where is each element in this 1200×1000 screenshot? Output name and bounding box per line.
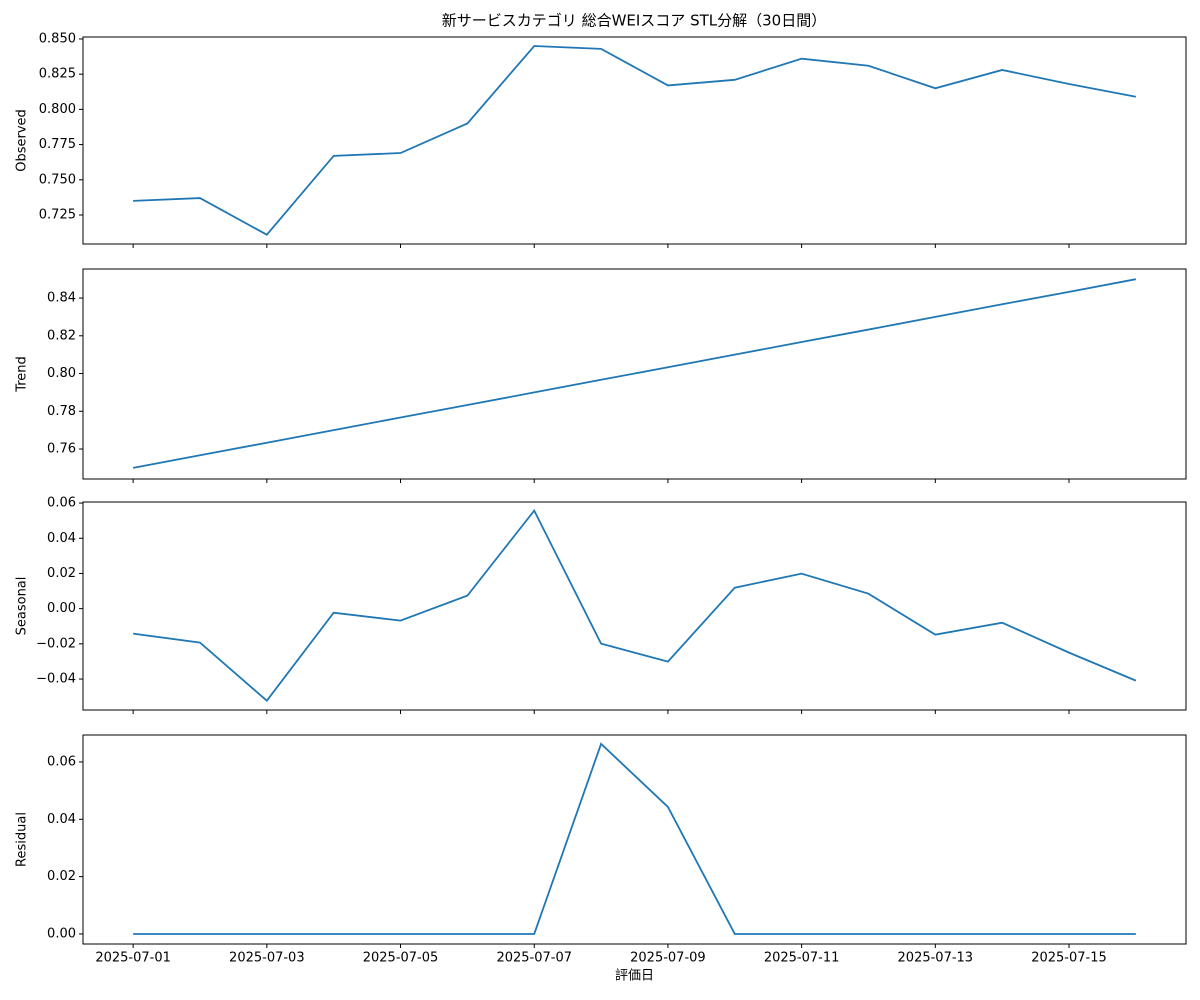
y-tick-label: 0.82	[47, 328, 76, 343]
y-tick-label: 0.84	[47, 291, 76, 306]
y-axis-label: Trend	[15, 356, 30, 393]
x-axis-label: 評価日	[615, 969, 654, 984]
x-tick-label: 2025-07-03	[229, 951, 305, 966]
series-line	[133, 742, 1136, 935]
series-line	[133, 508, 1137, 702]
series-line	[133, 45, 1137, 236]
y-tick-label: 0.78	[47, 404, 76, 419]
y-tick-label: 0.775	[39, 137, 76, 152]
y-tick-label: 0.750	[39, 172, 76, 187]
y-tick-label: 0.825	[39, 67, 76, 82]
y-tick-label: 0.80	[47, 366, 76, 381]
y-tick-label: 0.850	[39, 31, 76, 46]
x-tick-label: 2025-07-11	[764, 951, 840, 966]
y-axis-label: Observed	[15, 109, 30, 172]
plot-frame	[82, 501, 1187, 711]
chart-title: 新サービスカテゴリ 総合WEIスコア STL分解（30日間）	[442, 12, 826, 30]
plot-frame	[82, 36, 1187, 245]
y-tick-label: −0.04	[36, 672, 76, 687]
y-tick-label: −0.02	[36, 636, 76, 651]
y-tick-label: 0.02	[47, 566, 76, 581]
y-tick-label: 0.800	[39, 102, 76, 117]
x-tick-label: 2025-07-15	[1031, 951, 1107, 966]
series-line	[132, 278, 1137, 469]
x-tick-label: 2025-07-07	[496, 951, 572, 966]
y-tick-label: 0.76	[47, 442, 76, 457]
x-tick-label: 2025-07-05	[363, 951, 439, 966]
x-tick-label: 2025-07-13	[898, 951, 974, 966]
y-axis-label: Residual	[15, 812, 30, 867]
y-tick-label: 0.04	[47, 812, 76, 827]
x-tick-label: 2025-07-09	[630, 951, 706, 966]
y-tick-label: 0.02	[47, 869, 76, 884]
y-tick-label: 0.04	[47, 531, 76, 546]
plot-frame	[82, 734, 1187, 945]
x-tick-label: 2025-07-01	[95, 951, 171, 966]
y-tick-label: 0.06	[47, 754, 76, 769]
y-axis-label: Seasonal	[15, 577, 30, 636]
y-tick-label: 0.06	[47, 496, 76, 511]
y-tick-label: 0.725	[39, 207, 76, 222]
y-tick-label: 0.00	[47, 926, 76, 941]
y-tick-label: 0.00	[47, 601, 76, 616]
